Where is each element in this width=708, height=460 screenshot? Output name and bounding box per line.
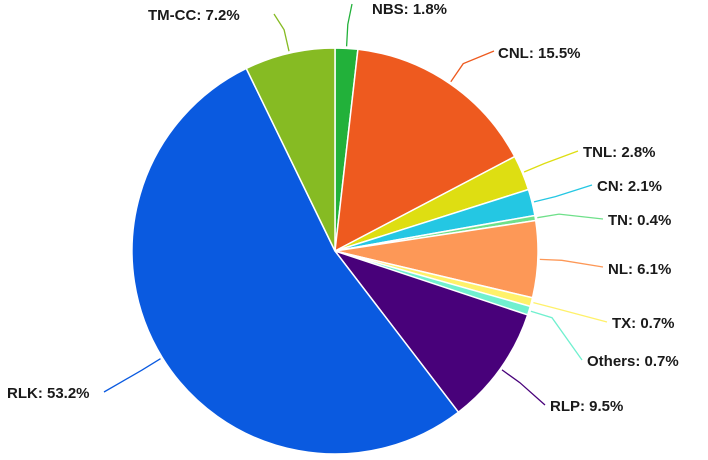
slice-label-cnl: CNL: 15.5% (498, 45, 581, 62)
slice-labels: NBS: 1.8% CNL: 15.5% TNL: 2.8% CN: 2.1% TN: … (7, 1, 679, 415)
leader-line-nbs (345, 3, 353, 47)
leader-line-rlk (103, 358, 161, 393)
leader-line-tnl (523, 150, 579, 173)
slice-label-others: Others: 0.7% (587, 353, 679, 370)
pie-slice-cnl (334, 48, 516, 253)
leader-line-rlp (501, 369, 546, 406)
slice-label-tnl: TNL: 2.8% (583, 144, 656, 161)
slice-label-tx: TX: 0.7% (612, 315, 675, 332)
pie-slices (131, 47, 539, 455)
leader-line-cn (533, 184, 593, 203)
leader-line-tm-cc (273, 13, 290, 52)
slice-label-rlp: RLP: 9.5% (550, 398, 623, 415)
slice-label-rlk: RLK: 53.2% (7, 385, 90, 402)
leader-line-tx (533, 301, 608, 323)
leader-line-others (530, 310, 583, 361)
pie-slice-tm-cc (245, 47, 336, 252)
slice-label-tm-cc: TM-CC: 7.2% (148, 7, 240, 24)
leader-lines (103, 3, 608, 406)
slice-label-nbs: NBS: 1.8% (372, 1, 447, 18)
slice-label-nl: NL: 6.1% (608, 261, 671, 278)
pie-slice-rlp (332, 249, 529, 414)
slice-label-cn: CN: 2.1% (597, 178, 662, 195)
leader-line-cnl (450, 50, 495, 83)
slice-label-tn: TN: 0.4% (608, 212, 671, 229)
leader-line-nl (539, 258, 604, 268)
leader-line-tn (537, 213, 604, 220)
pie-slice-rlk (131, 67, 460, 455)
